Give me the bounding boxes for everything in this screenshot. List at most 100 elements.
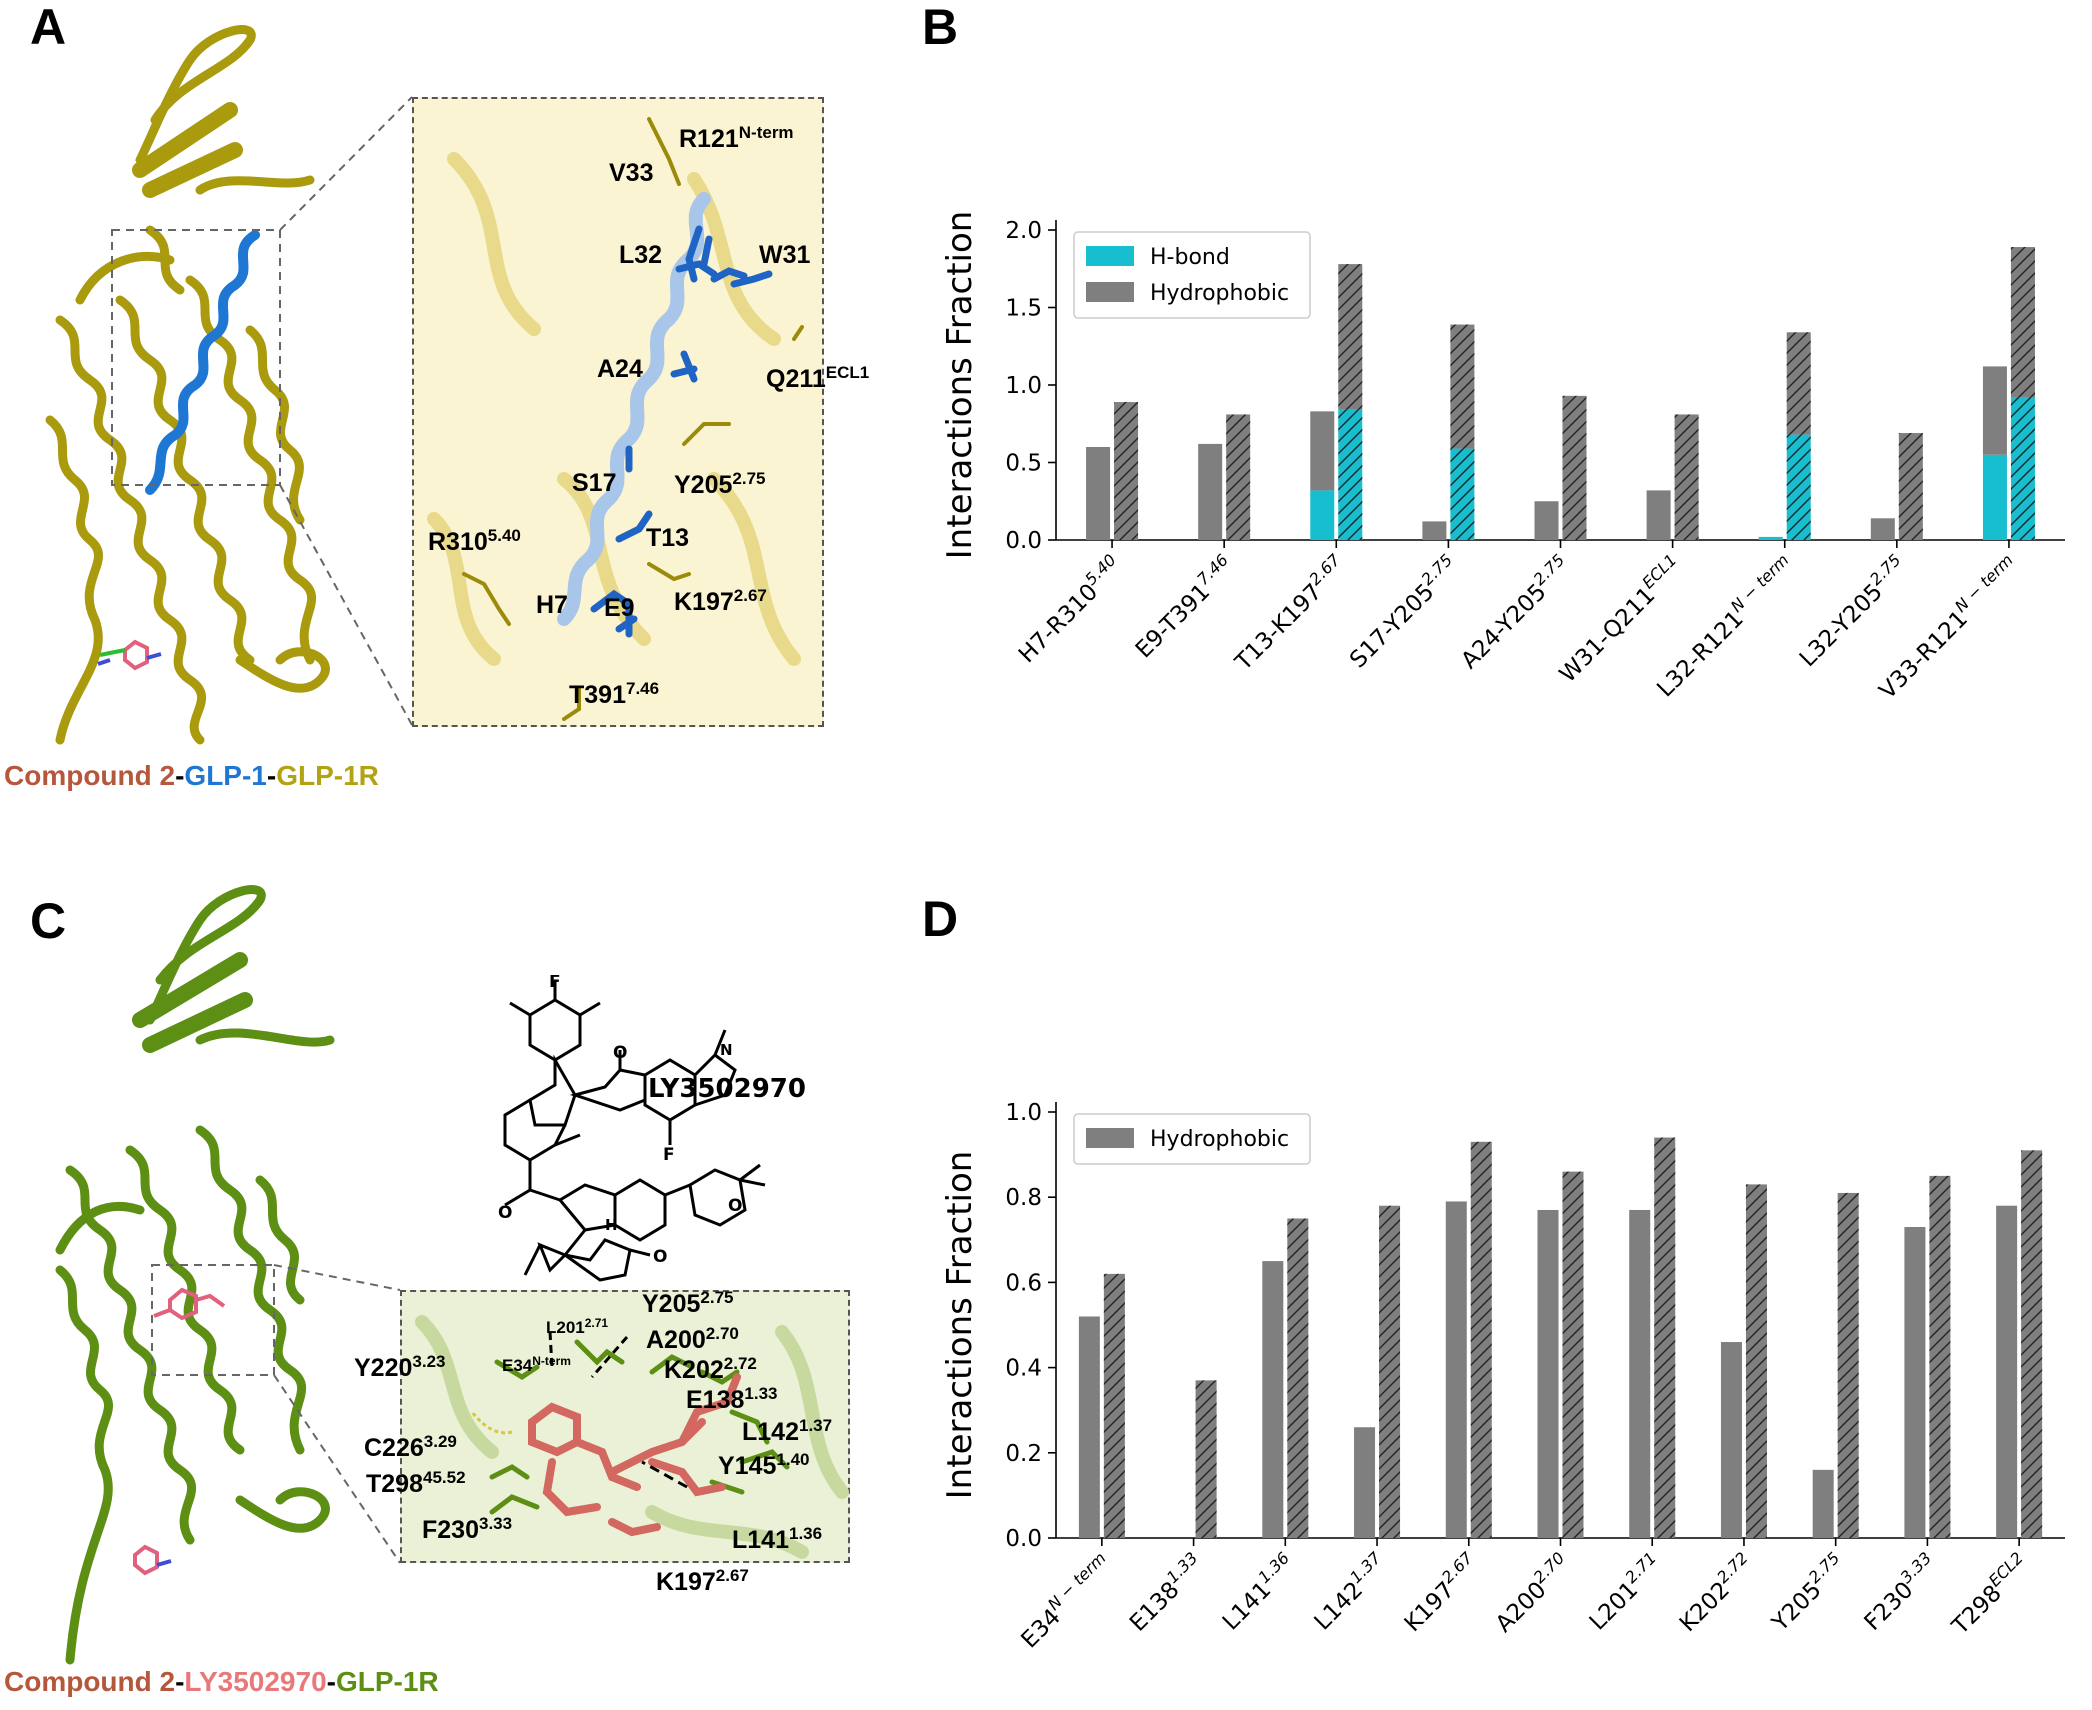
label-e9: E9 [604, 594, 635, 622]
panel-a-letter: A [30, 0, 67, 55]
x-tick-label: K2022.72 [1671, 1548, 1760, 1637]
label-c-y145: Y1451.40 [718, 1450, 810, 1480]
atom-f-top: F [549, 975, 561, 992]
bar-hatched-hydrophobic-pattern [1379, 1205, 1401, 1538]
y-tick-label: 1.0 [1005, 1100, 1042, 1126]
x-tick-label: F2303.33 [1856, 1548, 1944, 1636]
bar-solid-hydrophobic [1870, 518, 1895, 540]
panel-c-letter: C [30, 893, 67, 949]
bar-solid-hydrophobic [1646, 490, 1671, 540]
bar-hatched-hydrophobic-pattern [1745, 1184, 1767, 1538]
bar-solid-hydrophobic [1996, 1205, 2018, 1538]
bar-solid-hydrophobic [1310, 411, 1335, 491]
legend-box [1073, 1113, 1311, 1165]
bar-solid-hydrophobic [1086, 447, 1111, 540]
label-l32: L32 [619, 241, 663, 269]
panel-a-zoom-structure [427, 117, 804, 721]
y-axis-label: Interactions Fraction [940, 211, 980, 560]
label-a24: A24 [597, 355, 643, 383]
label-s17: S17 [572, 469, 617, 497]
chart-b: 0.0 0.5 1.0 1.5 2.0 Interactions Fraction H7-R… [940, 211, 2065, 704]
atom-o-oxadiazolone: O [653, 1247, 667, 1267]
chart-legend: H-bond Hydrophobic [1073, 231, 1311, 319]
bar-hatched-hydrophobic-pattern [1195, 1380, 1217, 1538]
label-q211: Q211ECL1 [766, 363, 870, 393]
atom-o-oxane: O [728, 1196, 742, 1216]
panel-d-letter: D [922, 891, 959, 947]
y-tick-label: 0.5 [1005, 451, 1042, 477]
bar-hatched-hydrophobic-pattern [1837, 1192, 1859, 1538]
x-tick-label: A2002.70 [1487, 1548, 1576, 1637]
label-t13: T13 [646, 524, 690, 552]
label-h7: H7 [536, 591, 568, 619]
label-c-c226: C2263.29 [364, 1432, 457, 1462]
legend-label: Hydrophobic [1150, 281, 1289, 306]
bar-solid-hydrophobic [1262, 1261, 1284, 1538]
bar-hatched-hydrophobic-pattern [1654, 1137, 1676, 1538]
legend-swatch [1086, 282, 1134, 302]
y-tick-label: 2.0 [1005, 218, 1042, 244]
bar-hatched-hbond-pattern [2010, 397, 2035, 540]
label-c-k197: K1972.67 [656, 1566, 749, 1596]
bar-hatched-hydrophobic-pattern [1226, 414, 1251, 540]
bar-hatched-hydrophobic-pattern [1114, 402, 1139, 540]
x-tick-label: L32-R121N − term [1649, 550, 1801, 702]
atom-o-amide: O [498, 1203, 512, 1223]
x-tick-label: A24-Y2052.75 [1453, 550, 1577, 674]
label-c-e138: E1381.33 [686, 1384, 778, 1414]
bar-solid-hydrophobic [1198, 443, 1223, 540]
panel-a-zoom-box: R121N-term V33 L32 W31 A24 Q211ECL1 S17 … [412, 97, 869, 727]
legend-swatch [1086, 246, 1134, 266]
bar-hatched-hydrophobic-pattern [2021, 1150, 2043, 1538]
atom-n-indazole: N [720, 1041, 733, 1059]
label-c-l142: L1421.37 [742, 1416, 833, 1446]
bar-solid-hbond [1982, 454, 2007, 540]
glp1-helix-a [145, 230, 260, 495]
bar-solid-hbond [1310, 490, 1335, 540]
x-tick-label: H7-R3105.40 [1010, 550, 1128, 668]
x-tick-label: L32-Y2052.75 [1791, 550, 1913, 672]
bar-hatched-hydrophobic-pattern [1338, 264, 1363, 410]
atom-f-indazole: F [663, 1145, 675, 1165]
atom-o-imidazolone: O [613, 1043, 627, 1063]
label-c-y205: Y2052.75 [642, 1288, 734, 1318]
chart-legend: Hydrophobic [1073, 1113, 1311, 1165]
x-tick-label: E1381.33 [1121, 1548, 1209, 1636]
label-r310: R3105.40 [428, 526, 521, 556]
x-tick-label: E9-T3917.46 [1127, 550, 1240, 663]
y-tick-label: 0.0 [1005, 528, 1042, 554]
caption-sep: - [175, 1666, 185, 1697]
bar-hatched-hydrophobic-pattern [1929, 1175, 1951, 1538]
bar-solid-hydrophobic [1629, 1209, 1651, 1538]
bar-hatched-hydrophobic-pattern [1674, 414, 1699, 540]
label-k197: K1972.67 [674, 586, 767, 616]
compound2-ligand-c [133, 1544, 172, 1576]
label-c-y220: Y2203.23 [354, 1352, 446, 1382]
legend-swatch [1086, 1128, 1134, 1148]
panel-a-caption: Compound 2-GLP-1-GLP-1R [4, 760, 379, 792]
label-c-e34: E34N-term [502, 1354, 571, 1375]
legend-label: Hydrophobic [1150, 1127, 1289, 1152]
caption-compound: Compound 2 [4, 760, 176, 791]
bar-solid-hydrophobic [1904, 1227, 1926, 1538]
atom-h-oxadiazolone: H [605, 1216, 618, 1234]
y-tick-label: 1.5 [1005, 296, 1042, 322]
bar-solid-hydrophobic [1534, 501, 1559, 540]
x-tick-label: K1972.67 [1396, 1548, 1485, 1637]
y-axis-label: Interactions Fraction [940, 1151, 980, 1500]
receptor-ribbon-a [45, 25, 330, 745]
ly3502970-ligand-c [153, 1287, 226, 1321]
bar-solid-hydrophobic [1078, 1316, 1100, 1538]
x-tick-label: T298ECL2 [1943, 1548, 2035, 1640]
panel-c-zoom-box: Y2052.75 L2012.71 A2002.70 Y2203.23 E34N… [354, 1288, 850, 1596]
y-tick-label: 0.8 [1005, 1185, 1042, 1211]
caption-sep: - [175, 760, 185, 791]
label-v33: V33 [609, 159, 654, 187]
x-tick-label: L2012.71 [1581, 1548, 1668, 1635]
label-w31: W31 [759, 241, 811, 269]
y-tick-label: 0.6 [1005, 1270, 1042, 1296]
x-tick-label: S17-Y2052.75 [1342, 550, 1465, 673]
ly3502970-chemical-structure: F O F N O O O H LY3502970 [498, 975, 806, 1282]
panel-c-caption: Compound 2-LY3502970-GLP-1R [4, 1666, 439, 1698]
bar-hatched-hydrophobic-pattern [1450, 324, 1475, 449]
